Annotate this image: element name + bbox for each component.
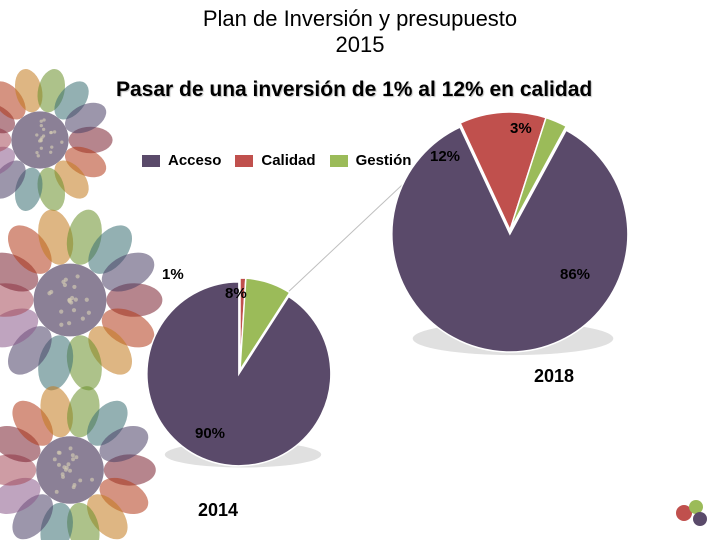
p2018-label-acceso: 86%	[560, 266, 590, 283]
p2014-label-calidad: 1%	[162, 266, 184, 283]
p2014-slice-acceso	[147, 282, 331, 466]
p2018-label-calidad: 12%	[430, 148, 460, 165]
year-label-2014: 2014	[198, 500, 238, 521]
year-label-2018: 2018	[534, 366, 574, 387]
chart-layer	[0, 0, 720, 540]
p2018-label-gestion: 3%	[510, 120, 532, 137]
corner-decor-icon	[672, 495, 712, 534]
p2014-label-acceso: 90%	[195, 425, 225, 442]
p2014-label-gestion: 8%	[225, 285, 247, 302]
